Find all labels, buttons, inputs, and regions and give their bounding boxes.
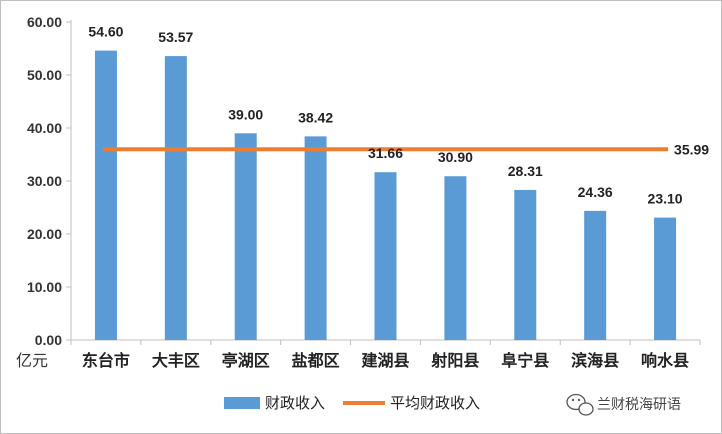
bar — [164, 56, 187, 340]
y-tick-label: 20.00 — [27, 226, 62, 242]
bar-data-label: 54.60 — [88, 24, 123, 40]
bar — [304, 136, 327, 340]
bar-data-label: 23.10 — [648, 191, 683, 207]
legend-swatch-bar — [224, 397, 260, 409]
bar — [584, 210, 607, 340]
axes: 0.00 10.00 20.00 30.00 40.00 50.00 60.00 东台市 大丰区… — [27, 14, 701, 370]
bar — [234, 133, 257, 340]
bar-series — [94, 50, 677, 341]
bar-data-label: 31.66 — [368, 145, 403, 161]
average-line-label: 35.99 — [674, 141, 709, 157]
x-tick-label: 响水县 — [641, 351, 689, 370]
bar — [94, 50, 117, 341]
x-tick-label: 亭湖区 — [222, 351, 270, 370]
x-tick-label: 东台市 — [82, 351, 130, 370]
x-tick-label: 建湖县 — [361, 351, 409, 370]
legend-label-line: 平均财政收入 — [390, 394, 480, 412]
legend-label-bar: 财政收入 — [265, 394, 325, 412]
y-axis-unit-label: 亿元 — [16, 351, 48, 370]
x-tick-label: 阜宁县 — [501, 351, 549, 370]
legend: 财政收入 平均财政收入 — [224, 394, 480, 412]
x-tick-label: 大丰区 — [152, 351, 200, 370]
bar-data-label: 28.31 — [508, 163, 543, 179]
wechat-icon — [566, 393, 594, 416]
bar-data-label: 30.90 — [438, 149, 473, 165]
watermark-text: 兰财税海研语 — [597, 397, 681, 413]
y-tick-label: 10.00 — [27, 279, 62, 295]
bar — [514, 189, 537, 340]
y-tick-label: 50.00 — [27, 67, 62, 83]
bar-data-label: 38.42 — [298, 109, 333, 125]
y-tick-label: 0.00 — [35, 332, 62, 348]
bar-data-label: 39.00 — [228, 106, 263, 122]
bar-data-label: 24.36 — [578, 184, 613, 200]
watermark: 兰财税海研语 — [566, 393, 681, 416]
bar — [654, 217, 677, 340]
y-tick-label: 40.00 — [27, 120, 62, 136]
x-tick-label: 射阳县 — [430, 351, 479, 370]
y-tick-label: 60.00 — [27, 14, 62, 30]
x-tick-label: 盐都区 — [292, 351, 340, 370]
x-tick-label: 滨海县 — [571, 351, 619, 370]
bar-data-label: 53.57 — [158, 29, 193, 45]
bar — [444, 176, 467, 340]
bar — [374, 172, 397, 340]
data-labels: 54.60 53.57 39.00 38.42 31.66 30.90 28.31 24.36… — [88, 24, 709, 207]
y-tick-label: 30.00 — [27, 173, 62, 189]
